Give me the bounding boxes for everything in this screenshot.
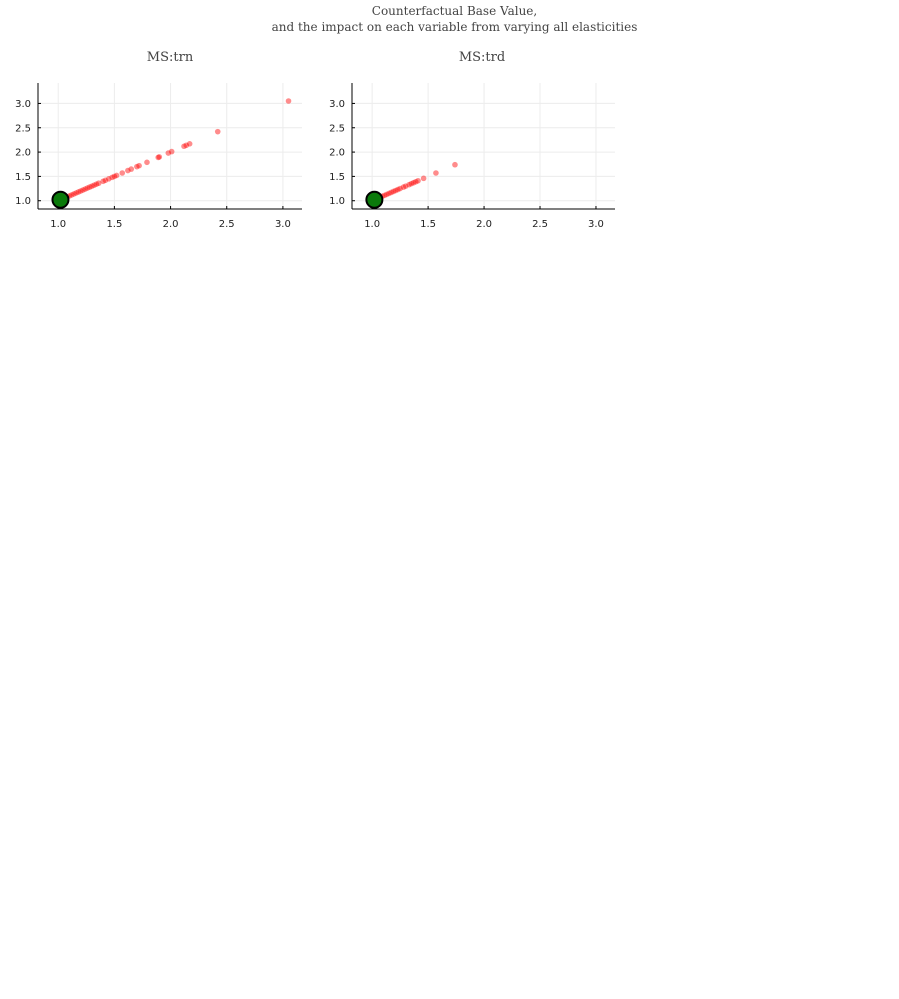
y-tick-label: 3.0	[15, 99, 31, 110]
y-tick-label: 3.0	[329, 99, 345, 110]
data-point	[433, 170, 439, 176]
data-point	[80, 187, 86, 193]
y-tick-label: 1.5	[329, 172, 345, 183]
data-point	[381, 192, 388, 199]
data-point	[119, 170, 126, 176]
data-point	[395, 186, 401, 193]
y-tick-label: 2.5	[329, 123, 345, 134]
data-point	[95, 180, 102, 187]
data-point	[390, 188, 397, 195]
scatter-panel-1: MS:trn 1.0 1.5 2.0 2.5 3.0 1.0 1.5 2.0 2.5 3.0	[15, 50, 302, 230]
x-tick-label: 2.0	[476, 219, 492, 230]
x-tick-label: 2.5	[219, 219, 235, 230]
data-point	[102, 177, 109, 184]
base-value-point	[365, 190, 384, 209]
x-tick-label: 2.5	[532, 219, 548, 230]
figure-title-line-1: Counterfactual Base Value,	[371, 4, 538, 18]
data-point	[412, 178, 419, 185]
data-point	[397, 185, 403, 192]
data-point	[111, 173, 118, 180]
data-point	[89, 183, 95, 189]
y-tick-label: 2.0	[15, 148, 31, 159]
data-point	[109, 174, 115, 181]
data-point	[113, 172, 120, 179]
data-point	[392, 187, 399, 194]
data-point	[165, 150, 172, 156]
data-point	[181, 143, 187, 150]
data-point	[183, 142, 190, 149]
y-tick-label: 1.0	[15, 196, 31, 207]
data-point	[168, 148, 175, 155]
data-point	[73, 190, 79, 196]
data-point	[452, 161, 458, 168]
figure-title-line-2: and the impact on each variable from var…	[271, 20, 638, 34]
data-point	[86, 184, 93, 190]
y-tick-label: 2.0	[329, 148, 345, 159]
data-point	[71, 191, 77, 197]
data-point	[214, 128, 221, 135]
y-tick-label: 2.5	[15, 123, 31, 134]
base-value-point	[51, 190, 70, 209]
data-point	[82, 186, 88, 192]
data-point	[156, 154, 163, 160]
data-point	[136, 162, 142, 169]
data-point	[420, 175, 427, 182]
data-point	[155, 154, 162, 161]
data-point	[400, 184, 407, 190]
data-point	[144, 159, 150, 166]
data-point	[84, 185, 91, 191]
data-point	[415, 177, 421, 184]
data-point	[406, 181, 412, 188]
data-point	[68, 192, 75, 198]
data-point	[93, 181, 100, 187]
data-point	[186, 141, 193, 147]
data-point	[77, 188, 84, 194]
data-point	[91, 182, 97, 188]
x-tick-label: 1.0	[50, 219, 66, 230]
data-point	[410, 179, 417, 186]
x-tick-label: 3.0	[588, 219, 604, 230]
panel-title: MS:trd	[459, 50, 505, 65]
data-point	[285, 98, 292, 104]
data-point	[383, 191, 390, 198]
figure-title: Counterfactual Base Value, and the impac…	[0, 3, 899, 35]
data-point	[402, 183, 409, 189]
y-tick-label: 1.5	[15, 172, 31, 183]
data-point	[75, 189, 82, 195]
data-point	[388, 189, 394, 196]
y-tick-label: 1.0	[329, 196, 345, 207]
scatter-panel-2: MS:trd 1.0 1.5 2.0 2.5 3.0 1.0 1.5 2.0 2.5 3.0	[329, 50, 615, 230]
x-tick-label: 2.0	[163, 219, 179, 230]
data-point	[386, 190, 392, 197]
x-tick-label: 1.0	[364, 219, 380, 230]
x-tick-label: 1.5	[420, 219, 436, 230]
data-point	[408, 180, 415, 187]
panel-title: MS:trn	[147, 50, 194, 65]
x-tick-label: 3.0	[275, 219, 291, 230]
data-point	[125, 167, 131, 174]
data-point	[134, 163, 140, 170]
data-point	[100, 178, 106, 185]
data-point	[128, 166, 135, 172]
data-point	[105, 176, 112, 182]
x-tick-label: 1.5	[106, 219, 122, 230]
